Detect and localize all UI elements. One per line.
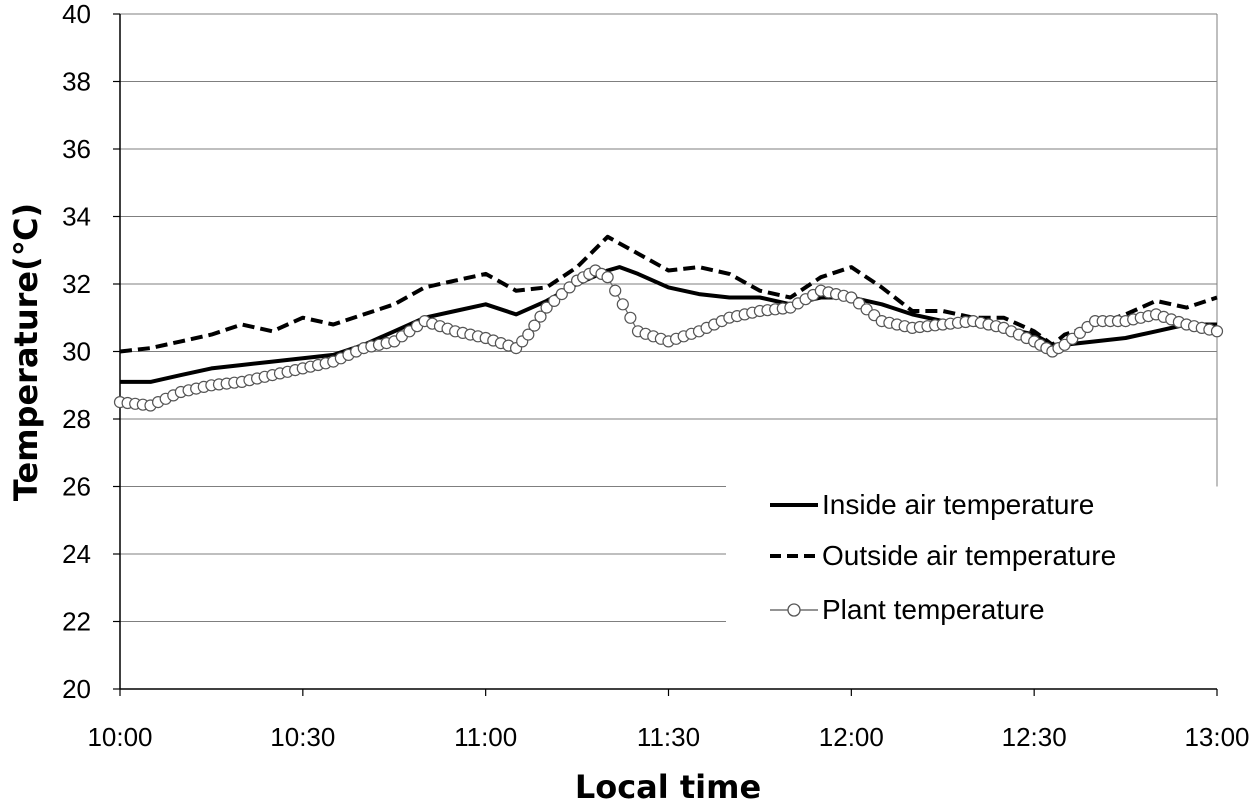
- data-point-plant: [609, 284, 622, 297]
- legend-swatch-circle-marker: [787, 603, 801, 617]
- x-axis-title: Local time: [575, 768, 761, 803]
- data-point-plant: [540, 301, 553, 314]
- x-tick-label: 12:00: [819, 722, 884, 752]
- y-tick-label: 28: [62, 404, 91, 434]
- data-point-plant: [548, 294, 561, 307]
- y-tick-label: 40: [62, 0, 91, 29]
- y-tick-label: 26: [62, 472, 91, 502]
- x-tick-label: 12:30: [1002, 722, 1067, 752]
- data-point-plant: [601, 271, 614, 284]
- grid: [120, 13, 1218, 622]
- x-tick-label: 11:00: [454, 722, 517, 752]
- data-point-plant: [528, 319, 541, 332]
- y-tick-label: 20: [62, 674, 91, 704]
- x-tick-label: 10:30: [270, 722, 335, 752]
- legend-item-outside: Outside air temperature: [770, 540, 1116, 571]
- legend-item-inside: Inside air temperature: [770, 489, 1094, 520]
- legend-label-outside: Outside air temperature: [822, 540, 1116, 571]
- data-point-plant: [534, 310, 547, 323]
- data-point-plant: [522, 328, 535, 341]
- data-point-plant: [563, 281, 576, 294]
- series-group: [113, 234, 1224, 412]
- legend-label-inside: Inside air temperature: [822, 489, 1094, 520]
- y-tick-label: 34: [62, 202, 91, 232]
- y-tick-labels: 20 22 24 26 28 30 32 34 36 38 40: [62, 0, 120, 704]
- x-tick-label: 13:00: [1184, 722, 1249, 752]
- data-point-plant: [616, 298, 629, 311]
- y-tick-label: 32: [62, 269, 91, 299]
- data-point-plant: [555, 288, 568, 301]
- y-tick-label: 38: [62, 67, 91, 97]
- data-point-plant: [624, 311, 637, 324]
- legend-label-plant: Plant temperature: [822, 594, 1045, 625]
- legend: Inside air temperature Outside air tempe…: [728, 470, 1198, 645]
- y-tick-label: 24: [62, 539, 91, 569]
- y-tick-label: 22: [62, 607, 91, 637]
- series-line-outside: [119, 234, 1218, 354]
- series-1: [119, 234, 1218, 354]
- y-axis-title: Temperature(℃): [7, 203, 45, 501]
- x-tick-label: 10:00: [87, 722, 152, 752]
- x-tick-labels: 10:00 10:30 11:00 11:30 12:00 12:30 13:00: [87, 689, 1250, 752]
- y-tick-label: 30: [62, 337, 91, 367]
- data-point-plant: [1210, 325, 1224, 338]
- x-tick-label: 11:30: [637, 722, 700, 752]
- legend-item-plant: Plant temperature: [770, 594, 1045, 625]
- series-2: [113, 264, 1224, 412]
- y-tick-label: 36: [62, 134, 91, 164]
